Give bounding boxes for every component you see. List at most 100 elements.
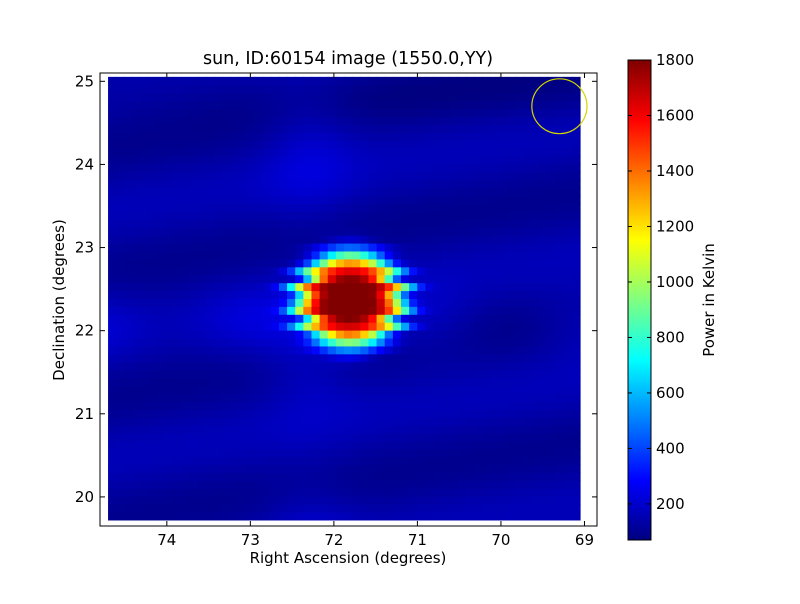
heatmap-cell (287, 195, 296, 205)
heatmap-cell (384, 179, 394, 189)
heatmap-cell (555, 266, 565, 276)
heatmap-cell (400, 203, 410, 212)
heatmap-cell (116, 258, 125, 268)
heatmap-cell (116, 108, 125, 118)
heatmap-cell (262, 409, 272, 418)
heatmap-cell (514, 155, 524, 165)
heatmap-cell (335, 504, 345, 513)
heatmap-cell (498, 496, 508, 505)
heatmap-cell (514, 140, 524, 149)
heatmap-cell (197, 417, 207, 426)
heatmap-cell (156, 401, 166, 410)
heatmap-cell (376, 385, 386, 394)
heatmap-cell (409, 464, 418, 474)
heatmap-cell (221, 472, 231, 481)
heatmap-cell (221, 203, 231, 212)
heatmap-cell (221, 258, 231, 268)
heatmap-cell (547, 84, 557, 94)
heatmap-cell (270, 306, 280, 315)
heatmap-cell (490, 155, 500, 165)
heatmap-cell (205, 472, 215, 481)
heatmap-cell (400, 140, 410, 149)
heatmap-cell (441, 219, 451, 228)
heatmap-cell (116, 496, 125, 505)
heatmap-cell (270, 448, 280, 458)
heatmap-cell (303, 369, 313, 379)
heatmap-cell (547, 108, 557, 118)
heatmap-cell (335, 171, 345, 181)
heatmap-cell (547, 148, 557, 157)
heatmap-cell (335, 511, 345, 521)
heatmap-cell (384, 385, 394, 394)
heatmap-cell (238, 385, 247, 394)
heatmap-cell (189, 211, 199, 220)
heatmap-cell (262, 92, 272, 102)
heatmap-cell (555, 314, 565, 323)
heatmap-cell (417, 227, 426, 236)
heatmap-cell (108, 480, 117, 489)
heatmap-cell (278, 361, 288, 371)
heatmap-cell (368, 227, 378, 236)
heatmap-cell (466, 353, 475, 363)
heatmap-cell (287, 100, 296, 110)
heatmap-cell (547, 440, 557, 450)
heatmap-cell (270, 464, 280, 474)
heatmap-cell (221, 290, 231, 299)
heatmap-cell (238, 377, 247, 386)
heatmap-cell (262, 290, 272, 299)
heatmap-cell (498, 369, 508, 379)
heatmap-cell (563, 100, 573, 110)
heatmap-cell (400, 448, 410, 458)
heatmap-cell (376, 235, 386, 244)
heatmap-cell (563, 511, 573, 521)
heatmap-cell (287, 417, 296, 426)
heatmap-cell (547, 227, 557, 236)
heatmap-cell (173, 401, 182, 410)
heatmap-cell (425, 322, 435, 331)
heatmap-cell (181, 100, 191, 110)
heatmap-cell (197, 274, 207, 284)
heatmap-cell (262, 100, 272, 110)
heatmap-cell (148, 266, 158, 276)
heatmap-cell (189, 369, 199, 379)
heatmap-cell (400, 211, 410, 220)
heatmap-cell (156, 282, 166, 292)
heatmap-cell (197, 242, 207, 252)
heatmap-cell (474, 211, 483, 220)
heatmap-cell (474, 322, 483, 331)
heatmap-cell (563, 195, 573, 205)
heatmap-cell (303, 440, 313, 450)
heatmap-cell (132, 203, 142, 212)
heatmap-cell (140, 116, 150, 125)
heatmap-cell (205, 108, 215, 118)
heatmap-cell (311, 100, 321, 110)
heatmap-cell (384, 417, 394, 426)
heatmap-cell (287, 496, 296, 505)
heatmap-cell (506, 456, 516, 466)
heatmap-cell (189, 298, 199, 307)
heatmap-cell (409, 298, 418, 307)
heatmap-cell (441, 314, 451, 323)
heatmap-cell (124, 219, 134, 228)
heatmap-cell (311, 187, 321, 197)
heatmap-cell (482, 258, 492, 268)
heatmap-cell (116, 140, 125, 149)
heatmap-cell (148, 140, 158, 149)
heatmap-cell (181, 401, 191, 410)
heatmap-cell (108, 337, 117, 347)
heatmap-cell (287, 306, 296, 315)
heatmap-cell (132, 266, 142, 276)
heatmap-cell (539, 155, 549, 165)
heatmap-cell (547, 235, 557, 244)
heatmap-cell (132, 322, 142, 331)
heatmap-cell (417, 456, 426, 466)
heatmap-cell (246, 480, 256, 489)
heatmap-cell (108, 369, 117, 379)
heatmap-cell (555, 369, 565, 379)
heatmap-cell (490, 84, 500, 94)
heatmap-cell (197, 187, 207, 197)
heatmap-cell (563, 84, 573, 94)
heatmap-cell (441, 472, 451, 481)
heatmap-cell (417, 330, 426, 339)
heatmap-cell (270, 393, 280, 402)
